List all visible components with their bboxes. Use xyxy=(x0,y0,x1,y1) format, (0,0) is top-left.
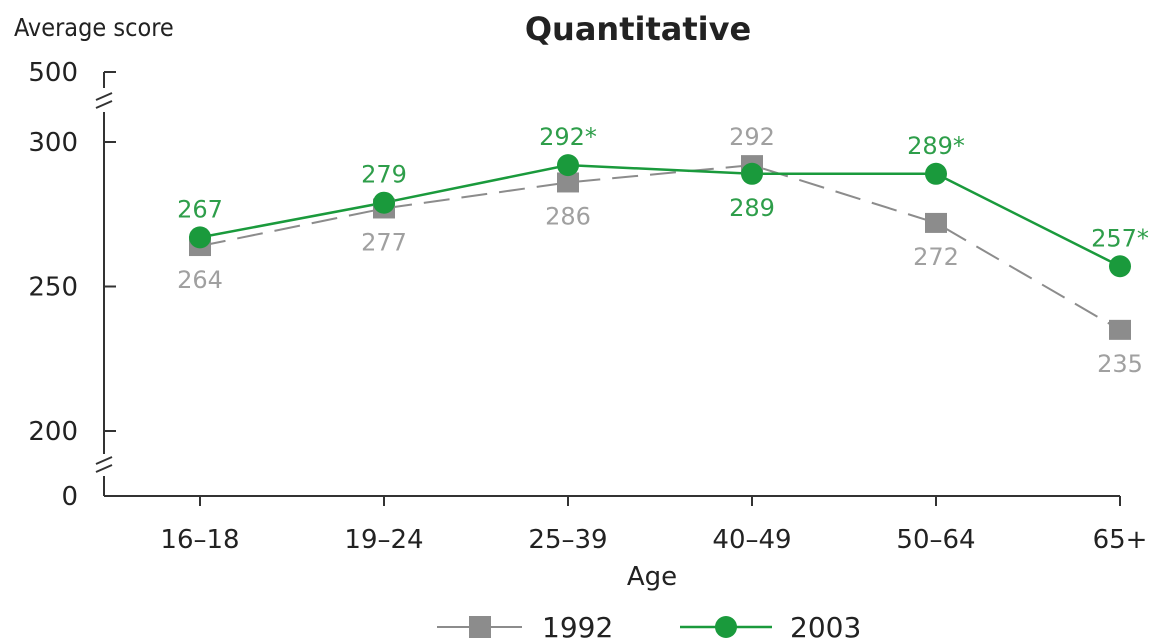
data-point-1992 xyxy=(1109,319,1131,340)
data-label-2003: 279 xyxy=(361,161,407,189)
x-tick-label: 19–24 xyxy=(344,525,423,555)
series-line-1992 xyxy=(199,164,1121,331)
data-label-2003: 289 xyxy=(729,194,775,222)
data-point-1992 xyxy=(557,172,579,193)
data-label-1992: 292 xyxy=(729,123,775,151)
chart-title: Quantitative xyxy=(525,10,751,48)
data-point-2003 xyxy=(189,226,211,249)
data-label-2003: 257* xyxy=(1091,224,1149,252)
y-axis-break-upper xyxy=(95,92,113,109)
data-point-2003 xyxy=(373,191,395,214)
x-tick-label: 16–18 xyxy=(160,525,239,555)
axes: 0 200 250 300 500 16–18 19–24 25–39 40–49 50–64 65… xyxy=(28,58,1147,555)
series-line-2003 xyxy=(199,163,1121,268)
y-tick-label: 300 xyxy=(28,128,78,158)
data-label-1992: 272 xyxy=(913,243,959,271)
legend: 1992 2003 xyxy=(437,611,861,642)
data-label-2003: 267 xyxy=(177,195,223,223)
legend-label-1992: 1992 xyxy=(542,611,613,642)
data-label-2003: 289* xyxy=(907,132,965,160)
data-point-2003 xyxy=(741,162,763,185)
y-tick-label: 200 xyxy=(28,417,78,447)
data-point-2003 xyxy=(557,154,579,177)
legend-marker-2003 xyxy=(715,616,737,638)
legend-marker-1992 xyxy=(469,616,491,638)
data-point-2003 xyxy=(1109,255,1131,278)
x-tick-label: 25–39 xyxy=(528,525,607,555)
legend-label-2003: 2003 xyxy=(790,611,861,642)
y-axis-break-lower xyxy=(95,456,113,473)
y-tick-label: 250 xyxy=(28,273,78,303)
data-label-2003: 292* xyxy=(539,123,597,151)
y-tick-label: 500 xyxy=(28,58,78,88)
series-layer: 264 277 286 292 272 235 267 279 292* 289 289* 257* xyxy=(177,123,1149,378)
x-tick-label: 65+ xyxy=(1093,525,1148,555)
data-label-1992: 277 xyxy=(361,228,407,256)
x-tick-label: 40–49 xyxy=(712,525,791,555)
data-point-1992 xyxy=(925,212,947,233)
y-axis-label: Average score xyxy=(14,13,174,42)
x-axis-label: Age xyxy=(627,562,677,592)
data-point-2003 xyxy=(925,162,947,185)
x-tick-label: 50–64 xyxy=(896,525,975,555)
data-label-1992: 286 xyxy=(545,202,591,230)
data-label-1992: 235 xyxy=(1097,350,1143,378)
data-label-1992: 264 xyxy=(177,266,223,294)
y-tick-label: 0 xyxy=(61,482,78,512)
